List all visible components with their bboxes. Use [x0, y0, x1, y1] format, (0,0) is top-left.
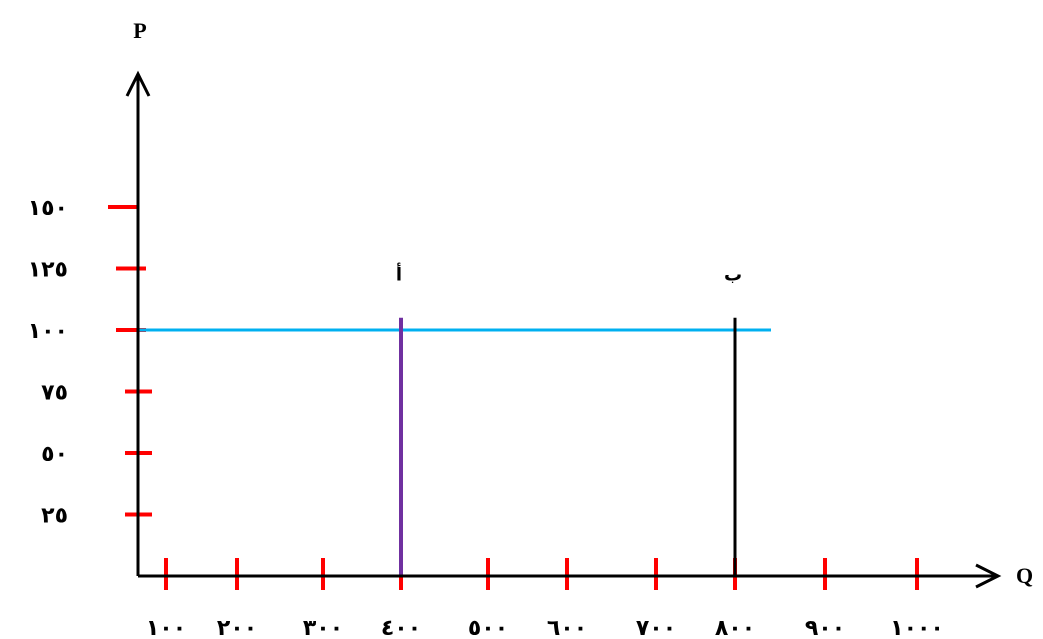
x-axis-title: Q [1016, 563, 1033, 588]
y-tick-label-75: ٧٥ [41, 381, 68, 406]
series-layer [138, 317, 771, 576]
y-tick-label-100: ١٠٠ [28, 319, 68, 344]
y-tick-label-125: ١٢٥ [28, 258, 68, 283]
x-tick-label-700: ٧٠٠ [636, 616, 676, 639]
y-axis-title: P [133, 18, 146, 43]
annotation-label-1: أ [396, 263, 402, 286]
x-tick-label-600: ٦٠٠ [547, 616, 587, 639]
x-tick-label-100: ١٠٠ [146, 616, 186, 639]
labels-layer: ٢٥ ٥٠ ٧٥ ١٠٠ ١٢٥ ١٥٠ ١٠٠ ٢٠٠ ٣٠٠ ٤٠٠ ٥٠٠ ٦٠٠ ٧٠٠ ٨٠٠ ٩… [28, 196, 944, 639]
x-tick-label-400: ٤٠٠ [381, 616, 421, 639]
y-axis-arrowhead [125, 70, 151, 97]
x-tick-label-1000: ١٠٠٠ [890, 616, 944, 639]
x-tick-label-200: ٢٠٠ [217, 616, 257, 639]
x-axis-arrowhead [975, 563, 1002, 589]
x-tick-label-300: ٣٠٠ [303, 616, 343, 639]
x-tick-label-800: ٨٠٠ [715, 616, 755, 639]
x-tick-label-900: ٩٠٠ [805, 616, 845, 639]
y-tick-label-25: ٢٥ [41, 504, 68, 529]
annotation-label-2: ب [724, 265, 742, 286]
y-tick-label-150: ١٥٠ [28, 196, 68, 221]
y-tick-label-50: ٥٠ [41, 442, 68, 467]
ticks-layer [108, 205, 919, 590]
x-tick-label-500: ٥٠٠ [468, 616, 508, 639]
